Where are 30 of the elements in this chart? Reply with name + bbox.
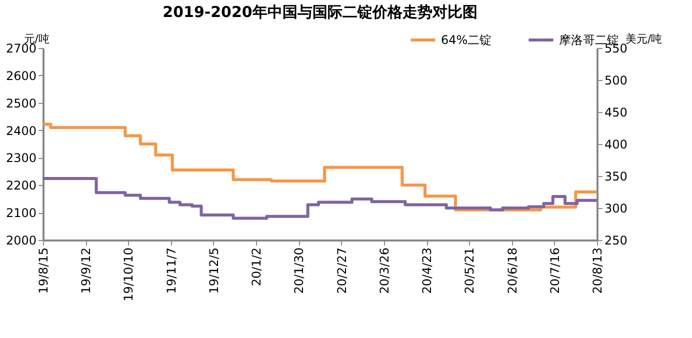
y2-tick-label: 350 bbox=[604, 170, 628, 184]
chart-title: 2019-2020年中国与国际二锭价格走势对比图 bbox=[162, 3, 478, 21]
x-tick-label: 20/5/21 bbox=[462, 248, 477, 294]
y2-tick-label: 500 bbox=[604, 74, 628, 88]
x-tick-label: 19/8/15 bbox=[36, 248, 50, 294]
y2-tick-label: 400 bbox=[604, 138, 628, 152]
x-tick-label: 20/4/23 bbox=[420, 248, 434, 294]
x-tick-label: 19/11/7 bbox=[164, 248, 178, 294]
x-tick-label: 19/9/12 bbox=[79, 248, 94, 294]
y-tick-label: 2300 bbox=[6, 151, 36, 166]
y2-tick-label: 300 bbox=[604, 202, 628, 216]
x-tick-label: 20/7/16 bbox=[548, 248, 562, 294]
y2-tick-label: 450 bbox=[604, 106, 628, 120]
x-tick-label: 20/3/26 bbox=[377, 248, 392, 294]
legend-label: 64%二锭 bbox=[441, 33, 492, 47]
y-tick-label: 2600 bbox=[6, 68, 36, 83]
x-tick-label: 20/6/18 bbox=[505, 248, 520, 294]
x-tick-label: 20/2/27 bbox=[334, 248, 349, 294]
y2-tick-label: 250 bbox=[604, 234, 628, 248]
x-tick-label: 19/10/10 bbox=[122, 248, 136, 302]
y2-axis-title: 美元/吨 bbox=[626, 32, 662, 46]
y-tick-label: 2500 bbox=[6, 96, 36, 110]
y-tick-label: 2200 bbox=[6, 178, 36, 193]
x-tick-label: 19/12/5 bbox=[206, 248, 221, 294]
x-tick-label: 20/1/2 bbox=[250, 248, 264, 286]
y-tick-label: 2400 bbox=[6, 124, 36, 138]
y-tick-label: 2100 bbox=[6, 206, 36, 220]
x-tick-label: 20/1/30 bbox=[292, 248, 306, 294]
x-tick-label: 20/8/13 bbox=[590, 248, 604, 294]
y-tick-label: 2000 bbox=[6, 234, 36, 248]
